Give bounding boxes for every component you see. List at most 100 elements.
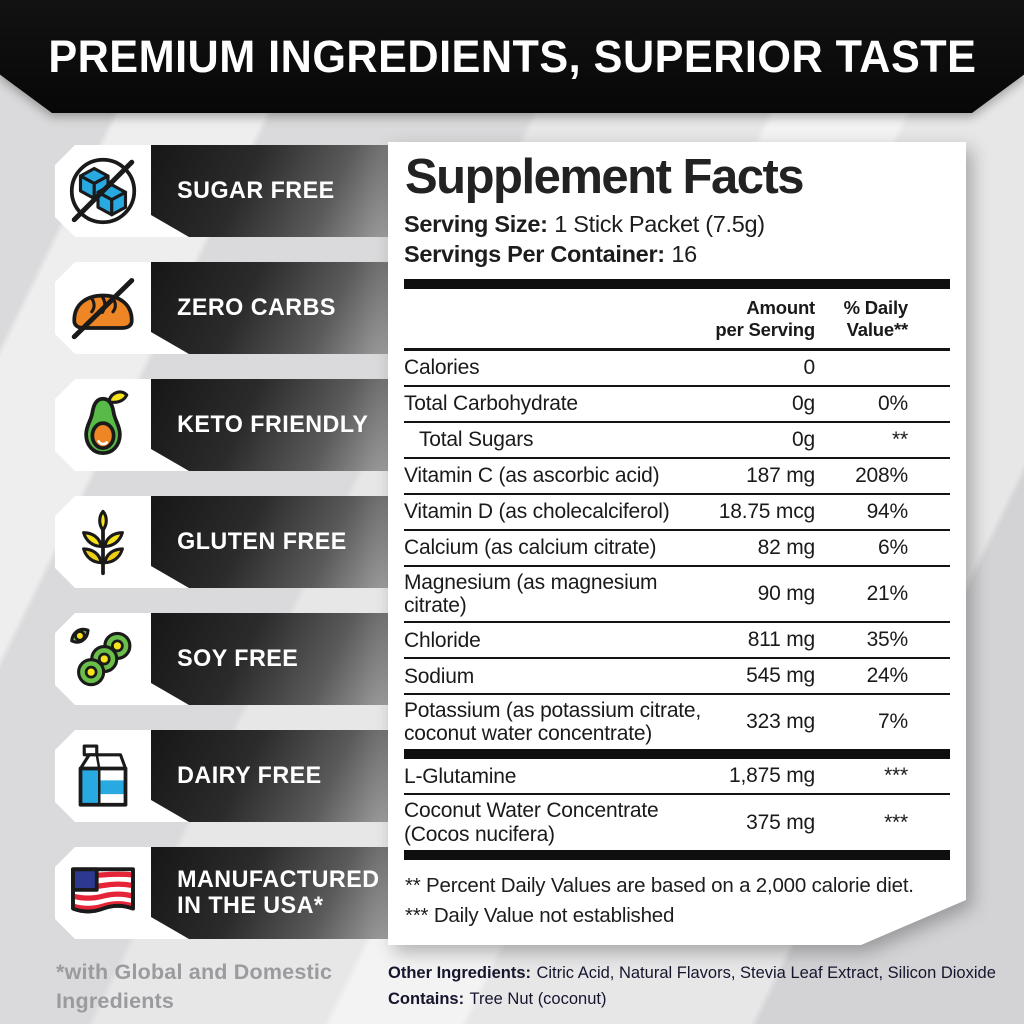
badge-bar: GLUTEN FREE [149, 496, 390, 588]
badge-keto-friendly: KETO FRIENDLY [55, 379, 390, 471]
nutrient-daily-value: 7% [878, 710, 908, 734]
nutrient-name: Vitamin C (as ascorbic acid) [404, 464, 660, 488]
badge-bar: MANUFACTURED IN THE USA* [149, 847, 390, 939]
nutrient-name: Magnesium (as magnesium citrate) [404, 571, 658, 618]
badge-label: MANUFACTURED IN THE USA* [177, 865, 380, 919]
nutrient-daily-value: 21% [866, 582, 908, 606]
nutrient-daily-value: *** [884, 810, 908, 834]
other-ingredients-block: Other Ingredients: Citric Acid, Natural F… [388, 961, 1020, 1012]
servings-per-container-line: Servings Per Container: 16 [404, 240, 950, 270]
nutrient-amount: 1,875 mg [729, 764, 815, 788]
nutrient-daily-value: 94% [866, 500, 908, 524]
badge-label: DAIRY FREE [177, 761, 322, 789]
table-row: Sodium 545 mg 24% [404, 659, 950, 695]
supplement-facts-card: Supplement Facts Serving Size: 1 Stick Pa… [388, 142, 966, 945]
serving-size-line: Serving Size: 1 Stick Packet (7.5g) [404, 210, 950, 240]
serving-info: Serving Size: 1 Stick Packet (7.5g) Servi… [404, 210, 950, 269]
top-banner: PREMIUM INGREDIENTS, SUPERIOR TASTE [0, 0, 1024, 113]
badge-bar: DAIRY FREE [149, 730, 390, 822]
nutrient-name: Vitamin D (as cholecalciferol) [404, 500, 670, 524]
badge-dairy-free: DAIRY FREE [55, 730, 390, 822]
soy-free-icon [70, 627, 132, 687]
divider-thick [404, 749, 950, 759]
table-row: Calcium (as calcium citrate) 82 mg 6% [404, 531, 950, 567]
nutrient-amount: 82 mg [757, 536, 815, 560]
badge-bar: KETO FRIENDLY [149, 379, 390, 471]
table-header: Amount per Serving % Daily Value** [404, 289, 950, 351]
supplement-facts-title: Supplement Facts [405, 150, 804, 204]
nutrient-amount: 0 [803, 356, 815, 380]
divider-thick [404, 850, 950, 860]
nutrient-name: Potassium (as potassium citrate, coconut … [404, 699, 702, 746]
zero-carbs-icon [71, 278, 135, 340]
table-row: Chloride 811 mg 35% [404, 623, 950, 659]
other-ingredients-value: Citric Acid, Natural Flavors, Stevia Lea… [536, 964, 996, 982]
nutrient-name: Coconut Water Concentrate (Cocos nucifera… [404, 799, 659, 846]
table-row: Magnesium (as magnesium citrate) 90 mg 21% [404, 567, 950, 623]
sugar-free-icon [69, 157, 137, 225]
nutrient-name: L-Glutamine [404, 764, 517, 788]
nutrition-table: Calories 0 Total Carbohydrate 0g 0% Total Sug… [404, 351, 950, 860]
badge-bar: ZERO CARBS [149, 262, 390, 354]
column-header-amount: Amount per Serving [715, 296, 815, 340]
badge-label: KETO FRIENDLY [177, 410, 369, 438]
badge-manufactured-in-the-usa: MANUFACTURED IN THE USA* [55, 847, 390, 939]
nutrient-daily-value: 35% [866, 628, 908, 652]
nutrient-amount: 90 mg [757, 582, 815, 606]
serving-size-label: Serving Size: [404, 211, 548, 238]
nutrient-daily-value: 24% [866, 664, 908, 688]
nutrient-name: Calories [404, 356, 480, 380]
table-row: Coconut Water Concentrate (Cocos nucifera… [404, 795, 950, 849]
badge-bar: SUGAR FREE [149, 145, 390, 237]
nutrient-name: Total Sugars [419, 428, 534, 452]
badge-label: GLUTEN FREE [177, 527, 347, 555]
banner-shape: PREMIUM INGREDIENTS, SUPERIOR TASTE [0, 0, 1024, 113]
contains-value: Tree Nut (coconut) [469, 989, 607, 1008]
nutrient-daily-value: ** [892, 428, 908, 452]
serving-size-value: 1 Stick Packet (7.5g) [554, 211, 765, 238]
dairy-free-icon [78, 744, 128, 807]
nutrient-name: Chloride [404, 628, 481, 652]
global-domestic-note: *with Global and Domestic Ingredients [56, 960, 333, 1014]
nutrient-amount: 323 mg [746, 710, 815, 734]
nutrient-name: Sodium [404, 664, 475, 688]
usa-flag-icon [71, 867, 135, 914]
badge-sugar-free: SUGAR FREE [55, 145, 390, 237]
other-ingredients-line: Other Ingredients: Citric Acid, Natural F… [388, 961, 1020, 987]
supplement-facts-panel: Supplement Facts Serving Size: 1 Stick Pa… [388, 142, 966, 945]
badge-soy-free: SOY FREE [55, 613, 390, 705]
table-row: Vitamin C (as ascorbic acid) 187 mg 208% [404, 459, 950, 495]
nutrient-amount: 375 mg [746, 810, 815, 834]
contains-line: Contains: Tree Nut (coconut) [388, 987, 1020, 1013]
nutrient-amount: 545 mg [746, 664, 815, 688]
gluten-free-icon [82, 509, 124, 576]
nutrient-name: Total Carbohydrate [404, 392, 578, 416]
nutrient-amount: 18.75 mcg [718, 500, 815, 524]
footnotes: ** Percent Daily Values are based on a 2… [404, 860, 950, 933]
nutrient-amount: 187 mg [746, 464, 815, 488]
contains-label: Contains: [388, 989, 465, 1008]
footnote-line: *** Daily Value not established [405, 904, 675, 928]
keto-friendly-icon [84, 390, 129, 455]
badge-gluten-free: GLUTEN FREE [55, 496, 390, 588]
badge-zero-carbs: ZERO CARBS [55, 262, 390, 354]
nutrient-amount: 811 mg [747, 628, 815, 652]
nutrient-name: Calcium (as calcium citrate) [404, 536, 657, 560]
table-row: Total Sugars 0g ** [404, 423, 950, 459]
table-row: Calories 0 [404, 351, 950, 387]
servings-label: Servings Per Container: [404, 241, 665, 268]
table-row: Vitamin D (as cholecalciferol) 18.75 mcg 9… [404, 495, 950, 531]
divider-thick [404, 279, 950, 289]
feature-badges: SUGAR FREE ZERO CARBS KETO FRIENDLY GLUT… [55, 145, 390, 964]
table-row: L-Glutamine 1,875 mg *** [404, 759, 950, 795]
nutrient-daily-value: *** [884, 764, 908, 788]
table-row: Potassium (as potassium citrate, coconut … [404, 695, 950, 749]
badge-bar: SOY FREE [149, 613, 390, 705]
nutrient-daily-value: 208% [855, 464, 908, 488]
footnote-line: ** Percent Daily Values are based on a 2… [405, 873, 914, 897]
table-row: Total Carbohydrate 0g 0% [404, 387, 950, 423]
servings-value: 16 [671, 241, 697, 268]
badge-label: ZERO CARBS [177, 293, 336, 321]
other-ingredients-label: Other Ingredients: [388, 964, 532, 982]
banner-title: PREMIUM INGREDIENTS, SUPERIOR TASTE [47, 30, 977, 82]
